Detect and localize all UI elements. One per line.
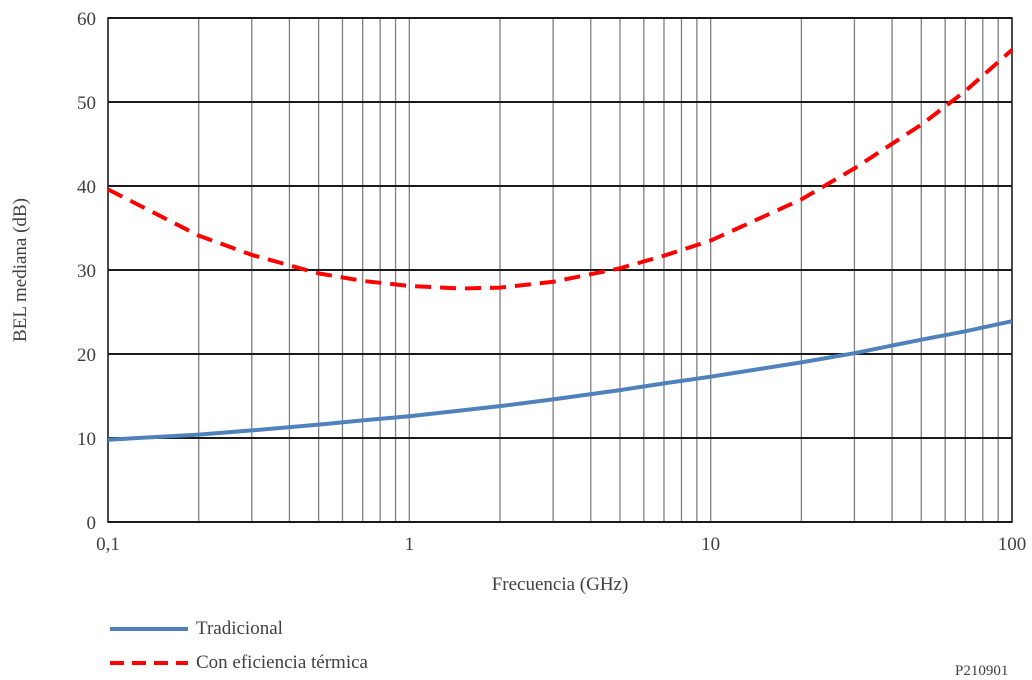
y-tick-label: 0 (87, 513, 97, 534)
y-tick-label: 10 (77, 429, 96, 450)
legend-item-eficiencia: Con eficiencia térmica (110, 652, 368, 674)
y-tick-label: 40 (77, 177, 96, 198)
figure-id: P210901 (955, 663, 1009, 679)
legend-item-tradicional: Tradicional (110, 618, 283, 640)
legend-label-eficiencia: Con eficiencia térmica (196, 652, 368, 673)
x-tick-label: 100 (998, 534, 1027, 555)
y-tick-label: 20 (77, 345, 96, 366)
series-line-eficiencia-termica (107, 48, 1014, 291)
legend-swatch-tradicional (110, 627, 188, 631)
chart-svg: 0 10 20 30 40 50 60 0,1 1 10 100 Frecuencia (GHz) BE… (10, 9, 1027, 595)
x-axis-title: Frecuencia (GHz) (492, 574, 629, 595)
y-tick-label: 30 (77, 261, 96, 282)
series-line-tradicional (107, 319, 1013, 442)
y-tick-label: 50 (77, 93, 96, 114)
y-axis-title: BEL mediana (dB) (10, 198, 31, 342)
legend-label-tradicional: Tradicional (196, 618, 283, 639)
x-tick-label: 1 (405, 534, 415, 555)
legend-swatch-eficiencia (110, 661, 188, 665)
y-tick-label: 60 (77, 9, 96, 30)
plot-frame (107, 17, 1013, 523)
x-tick-label: 10 (701, 534, 720, 555)
x-tick-label: 0,1 (96, 534, 120, 555)
